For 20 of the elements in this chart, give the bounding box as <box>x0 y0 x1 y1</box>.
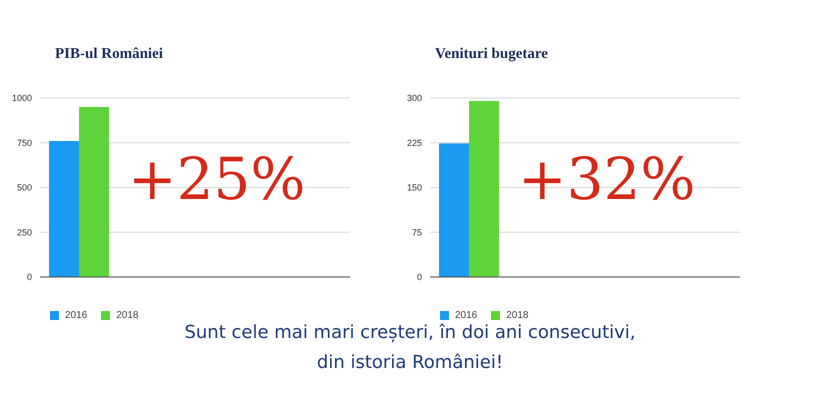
y-tick-label: 0 <box>26 272 32 282</box>
annotation: +25% <box>128 145 306 213</box>
y-tick-label: 300 <box>406 93 422 104</box>
y-tick-label: 0 <box>416 272 422 282</box>
y-tick-label: 75 <box>412 227 422 238</box>
legend-label: 2016 <box>65 310 88 321</box>
legend-label: 2018 <box>506 310 528 321</box>
legend-label: 2016 <box>455 310 478 321</box>
y-tick-label: 150 <box>406 182 422 193</box>
y-tick-label: 225 <box>406 138 422 148</box>
chart-title: Venituri bugetare <box>435 46 548 63</box>
y-tick-label: 500 <box>16 182 32 193</box>
y-tick-label: 1000 <box>12 93 32 104</box>
legend-label: 2018 <box>116 310 138 321</box>
text: Sunt cele mai mari creșteri, în doi ani consecutivi, <box>184 322 636 343</box>
y-tick-label: 750 <box>16 138 32 148</box>
text: din istoria României! <box>316 351 504 375</box>
annotation: +32% <box>518 145 696 213</box>
y-tick-label: 250 <box>16 227 32 238</box>
chart-title: PIB-ul României <box>55 46 163 63</box>
